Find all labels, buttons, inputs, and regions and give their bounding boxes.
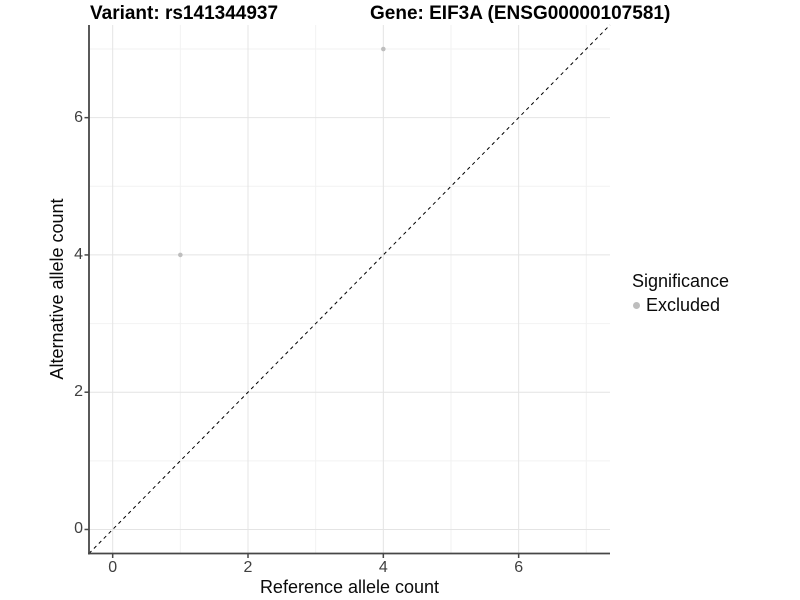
data-point	[178, 252, 183, 258]
y-tick-label: 0	[74, 520, 83, 538]
x-tick-label: 6	[514, 559, 524, 576]
legend-item-label: Excluded	[646, 295, 721, 315]
y-axis-title: Alternative allele count	[47, 198, 67, 380]
identity-line	[88, 24, 611, 554]
x-tick-label: 2	[243, 559, 253, 576]
y-tick-label: 6	[74, 108, 83, 126]
data-point	[381, 46, 386, 52]
x-axis-title: Reference allele count	[259, 577, 440, 597]
x-tick-label: 4	[378, 559, 388, 576]
legend-point-icon	[633, 302, 640, 309]
legend-title: Significance	[632, 271, 730, 291]
y-tick-label: 2	[74, 383, 83, 401]
plot-title-gene: Gene: EIF3A (ENSG00000107581)	[370, 3, 671, 24]
x-tick-label: 0	[108, 559, 118, 576]
plot-title-variant: Variant: rs141344937	[90, 3, 279, 24]
legend-items: Excluded	[629, 295, 794, 316]
legend: Significance Excluded	[629, 271, 794, 316]
legend-item: Excluded	[629, 295, 794, 316]
y-tick-label: 4	[74, 245, 83, 263]
